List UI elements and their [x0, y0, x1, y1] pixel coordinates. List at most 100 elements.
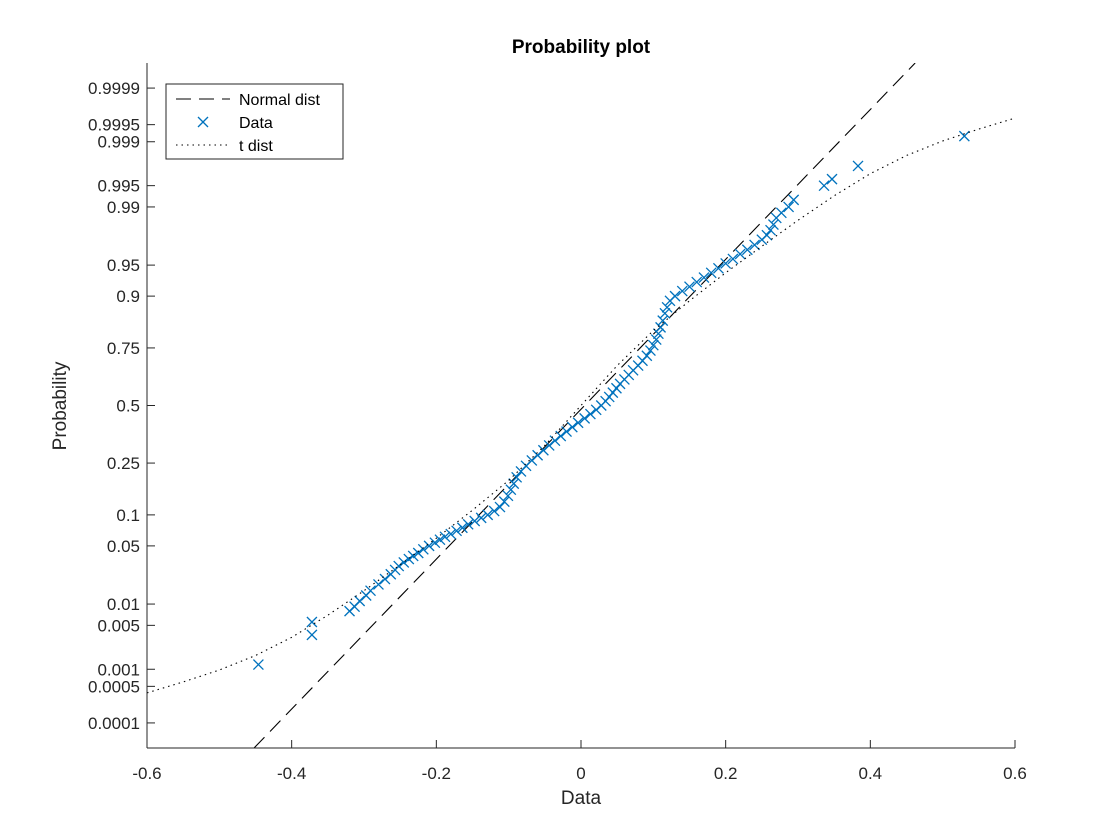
data-point-stroke	[469, 515, 481, 527]
data-point	[765, 224, 776, 236]
data-point	[958, 130, 970, 142]
data-point	[429, 537, 441, 549]
data-point	[537, 444, 549, 456]
x-tick-label: 0	[576, 764, 585, 783]
y-tick-label: 0.001	[97, 660, 140, 679]
data-point-stroke	[783, 201, 795, 213]
data-point	[691, 276, 703, 288]
data-point-stroke	[657, 315, 669, 327]
data-point-stroke	[417, 543, 429, 555]
data-point	[252, 659, 264, 671]
data-point-stroke	[579, 412, 591, 424]
data-point-stroke	[818, 180, 830, 192]
data-point	[417, 543, 429, 555]
data-point	[423, 540, 435, 552]
data-point-stroke	[691, 276, 703, 288]
data-point	[561, 426, 572, 438]
y-tick-label: 0.9995	[88, 116, 140, 135]
data-point	[354, 595, 366, 607]
data-point	[783, 201, 795, 213]
data-point-stroke	[566, 421, 578, 433]
plot-area: -0.6 -0.4 -0.2 0 0.2 0.4 0.6 0.0001 0.00050.001…	[88, 63, 1027, 783]
data-point	[508, 478, 520, 490]
data-point-stroke	[741, 244, 753, 256]
data-point-stroke	[498, 496, 510, 508]
data-point	[644, 345, 656, 357]
data-point	[650, 334, 662, 346]
data-point-stroke	[852, 160, 864, 172]
data-point	[555, 430, 567, 442]
data-point	[505, 484, 517, 496]
data-point-stroke	[650, 334, 662, 346]
data-point-stroke	[788, 194, 800, 206]
data-point	[669, 290, 681, 302]
data-point-stroke	[652, 328, 664, 340]
y-tick-label: 0.0001	[88, 714, 140, 733]
data-point-stroke	[306, 616, 318, 628]
data-point	[469, 515, 481, 527]
chart-title: Probability plot	[512, 37, 651, 58]
data-point	[451, 525, 463, 537]
y-tick-label: 0.9	[116, 287, 140, 306]
legend-swatch-marker	[197, 116, 209, 128]
data-point-stroke	[393, 560, 405, 572]
x-tick-label: -0.2	[422, 764, 451, 783]
y-tick-label: 0.9999	[88, 79, 140, 98]
data-point	[434, 534, 446, 546]
data-point	[655, 321, 667, 333]
series-layer	[147, 63, 1015, 748]
data-point-stroke	[354, 595, 366, 607]
data-point	[379, 573, 391, 585]
data-point-stroke	[761, 229, 773, 241]
x-axis-label: Data	[561, 788, 602, 809]
data-point	[566, 421, 578, 433]
data-point-stroke	[412, 547, 424, 559]
data-point	[494, 501, 506, 513]
data-point-stroke	[712, 262, 724, 274]
data-point-stroke	[488, 505, 500, 517]
legend-label: Normal dist	[239, 92, 320, 109]
data-point-stroke	[572, 417, 584, 429]
x-tick-label: 0.4	[859, 764, 883, 783]
data-point-stroke	[482, 509, 494, 521]
data-point-stroke	[826, 173, 838, 185]
data-point-stroke	[439, 531, 451, 543]
data-point	[641, 350, 653, 362]
data-point	[445, 528, 457, 540]
y-axis-label: Probability	[50, 361, 71, 450]
data-point	[661, 301, 673, 313]
data-point-stroke	[423, 540, 435, 552]
data-point	[705, 267, 717, 279]
y-tick-label: 0.5	[116, 397, 140, 416]
data-point-stroke	[407, 550, 419, 562]
data-point	[488, 505, 500, 517]
data-point-stroke	[505, 484, 517, 496]
data-point-stroke	[494, 501, 506, 513]
legend-label: Data	[239, 115, 273, 132]
data-point	[720, 257, 732, 269]
data-point-stroke	[669, 290, 681, 302]
data-point	[482, 509, 494, 521]
data-point-stroke	[434, 534, 446, 546]
data-point-stroke	[705, 267, 717, 279]
legend-item: Data	[197, 115, 273, 132]
data-point	[659, 307, 671, 319]
legend-item: t dist	[176, 138, 273, 155]
y-tick-label: 0.1	[116, 506, 140, 525]
data-point	[826, 173, 838, 185]
data-point	[365, 585, 376, 597]
data-point-stroke	[775, 207, 787, 219]
legend-box	[165, 83, 344, 160]
y-tick-label: 0.95	[107, 256, 140, 275]
data-point	[412, 547, 424, 559]
data-point	[456, 522, 468, 534]
data-point	[761, 229, 773, 241]
data-point-stroke	[958, 130, 970, 142]
data-point	[398, 556, 410, 568]
data-point-stroke	[252, 659, 264, 671]
data-point-stroke	[561, 426, 572, 438]
data-point-stroke	[734, 248, 746, 260]
data-point	[727, 253, 739, 265]
